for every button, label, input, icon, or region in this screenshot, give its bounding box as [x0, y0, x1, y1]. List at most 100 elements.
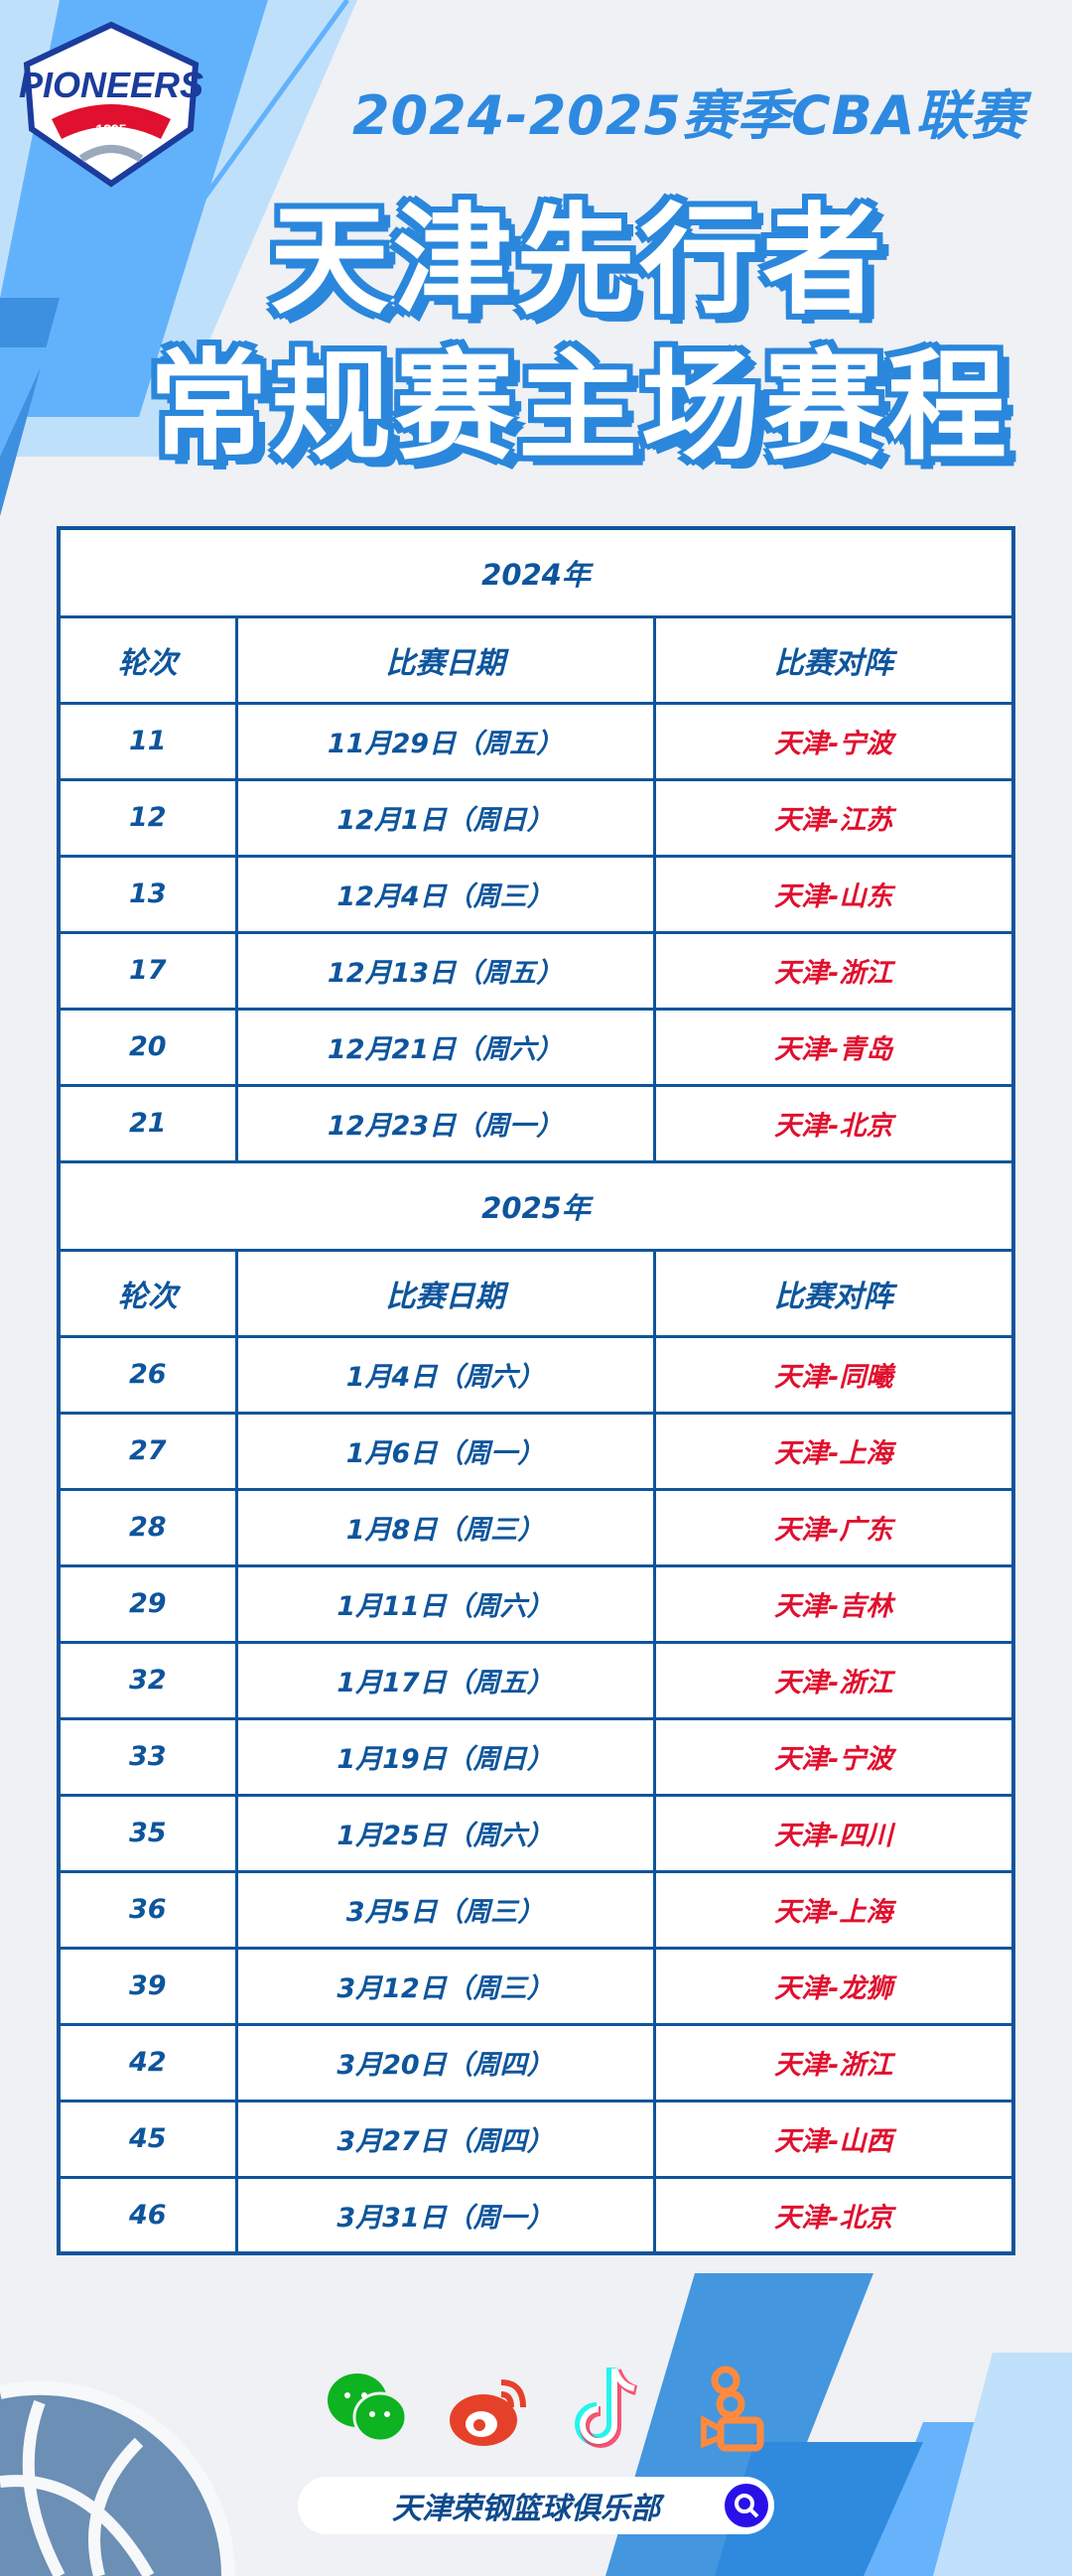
- header-row: 轮次 比赛日期 比赛对阵: [57, 1248, 1015, 1338]
- column-header-date: 比赛日期: [234, 614, 656, 705]
- round-cell: 33: [57, 1716, 238, 1797]
- matchup-cell: 天津-吉林: [652, 1563, 1015, 1644]
- date-cell: 11月29日（周五）: [234, 701, 656, 781]
- round-cell: 17: [57, 930, 238, 1011]
- weibo-icon[interactable]: [444, 2363, 533, 2452]
- date-cell: 1月17日（周五）: [234, 1640, 656, 1720]
- column-header-matchup: 比赛对阵: [652, 614, 1015, 705]
- matchup-cell: 天津-龙狮: [652, 1946, 1015, 2026]
- round-cell: 36: [57, 1869, 238, 1950]
- table-row: 42 3月20日（周四） 天津-浙江: [57, 2022, 1015, 2102]
- table-row: 45 3月27日（周四） 天津-山西: [57, 2099, 1015, 2179]
- date-cell: 1月8日（周三）: [234, 1487, 656, 1567]
- round-cell: 35: [57, 1793, 238, 1873]
- round-cell: 28: [57, 1487, 238, 1567]
- table-row: 26 1月4日（周六） 天津-同曦: [57, 1334, 1015, 1415]
- matchup-cell: 天津-四川: [652, 1793, 1015, 1873]
- date-cell: 12月23日（周一）: [234, 1083, 656, 1163]
- table-row: 36 3月5日（周三） 天津-上海: [57, 1869, 1015, 1950]
- matchup-cell: 天津-江苏: [652, 777, 1015, 858]
- column-header-round: 轮次: [57, 1248, 238, 1338]
- kuaishou-icon[interactable]: [686, 2363, 775, 2452]
- round-cell: 12: [57, 777, 238, 858]
- matchup-cell: 天津-浙江: [652, 1640, 1015, 1720]
- date-cell: 1月11日（周六）: [234, 1563, 656, 1644]
- round-cell: 32: [57, 1640, 238, 1720]
- round-cell: 39: [57, 1946, 238, 2026]
- year-label: 2024年: [57, 526, 1015, 618]
- year-row: 2025年: [57, 1159, 1015, 1252]
- matchup-cell: 天津-浙江: [652, 2022, 1015, 2102]
- matchup-cell: 天津-山东: [652, 854, 1015, 934]
- date-cell: 1月19日（周日）: [234, 1716, 656, 1797]
- matchup-cell: 天津-上海: [652, 1411, 1015, 1491]
- season-subtitle: 2024-2025赛季CBA联赛: [352, 84, 1025, 147]
- table-row: 46 3月31日（周一） 天津-北京: [57, 2175, 1015, 2255]
- table-row: 32 1月17日（周五） 天津-浙江: [57, 1640, 1015, 1720]
- round-cell: 13: [57, 854, 238, 934]
- date-cell: 1月6日（周一）: [234, 1411, 656, 1491]
- page-title-line2: 常规赛主场赛程: [149, 339, 1010, 476]
- round-cell: 45: [57, 2099, 238, 2179]
- round-cell: 29: [57, 1563, 238, 1644]
- table-row: 29 1月11日（周六） 天津-吉林: [57, 1563, 1015, 1644]
- round-cell: 46: [57, 2175, 238, 2255]
- svg-text:1895: 1895: [95, 121, 126, 137]
- table-row: 20 12月21日（周六） 天津-青岛: [57, 1007, 1015, 1087]
- search-icon[interactable]: [725, 2484, 768, 2527]
- matchup-cell: 天津-上海: [652, 1869, 1015, 1950]
- club-name-bar: 天津荣钢篮球俱乐部: [298, 2477, 774, 2534]
- date-cell: 3月20日（周四）: [234, 2022, 656, 2102]
- table-row: 11 11月29日（周五） 天津-宁波: [57, 701, 1015, 781]
- column-header-date: 比赛日期: [234, 1248, 656, 1338]
- column-header-round: 轮次: [57, 614, 238, 705]
- date-cell: 1月25日（周六）: [234, 1793, 656, 1873]
- date-cell: 12月13日（周五）: [234, 930, 656, 1011]
- date-cell: 12月1日（周日）: [234, 777, 656, 858]
- date-cell: 3月12日（周三）: [234, 1946, 656, 2026]
- table-row: 33 1月19日（周日） 天津-宁波: [57, 1716, 1015, 1797]
- date-cell: 3月5日（周三）: [234, 1869, 656, 1950]
- club-name: 天津荣钢篮球俱乐部: [392, 2492, 660, 2526]
- pioneers-logo: PIONEERS 1895: [19, 21, 203, 188]
- round-cell: 20: [57, 1007, 238, 1087]
- date-cell: 12月4日（周三）: [234, 854, 656, 934]
- header-row: 轮次 比赛日期 比赛对阵: [57, 614, 1015, 705]
- matchup-cell: 天津-北京: [652, 2175, 1015, 2255]
- year-row: 2024年: [57, 526, 1015, 618]
- matchup-cell: 天津-宁波: [652, 1716, 1015, 1797]
- page-title-line1: 天津先行者: [270, 193, 885, 331]
- table-row: 39 3月12日（周三） 天津-龙狮: [57, 1946, 1015, 2026]
- table-row: 13 12月4日（周三） 天津-山东: [57, 854, 1015, 934]
- date-cell: 12月21日（周六）: [234, 1007, 656, 1087]
- table-row: 12 12月1日（周日） 天津-江苏: [57, 777, 1015, 858]
- date-cell: 1月4日（周六）: [234, 1334, 656, 1415]
- matchup-cell: 天津-青岛: [652, 1007, 1015, 1087]
- round-cell: 11: [57, 701, 238, 781]
- table-row: 28 1月8日（周三） 天津-广东: [57, 1487, 1015, 1567]
- matchup-cell: 天津-同曦: [652, 1334, 1015, 1415]
- svg-text:PIONEERS: PIONEERS: [19, 65, 203, 105]
- date-cell: 3月27日（周四）: [234, 2099, 656, 2179]
- year-label: 2025年: [57, 1159, 1015, 1252]
- wechat-icon[interactable]: [323, 2363, 412, 2452]
- social-icons: [323, 2363, 775, 2452]
- matchup-cell: 天津-北京: [652, 1083, 1015, 1163]
- schedule-table: 2024年 轮次 比赛日期 比赛对阵 11 11月29日（周五） 天津-宁波 12 12月1日（…: [57, 526, 1015, 2255]
- matchup-cell: 天津-广东: [652, 1487, 1015, 1567]
- round-cell: 26: [57, 1334, 238, 1415]
- matchup-cell: 天津-浙江: [652, 930, 1015, 1011]
- matchup-cell: 天津-山西: [652, 2099, 1015, 2179]
- round-cell: 21: [57, 1083, 238, 1163]
- column-header-matchup: 比赛对阵: [652, 1248, 1015, 1338]
- table-row: 21 12月23日（周一） 天津-北京: [57, 1083, 1015, 1163]
- matchup-cell: 天津-宁波: [652, 701, 1015, 781]
- table-row: 17 12月13日（周五） 天津-浙江: [57, 930, 1015, 1011]
- round-cell: 27: [57, 1411, 238, 1491]
- date-cell: 3月31日（周一）: [234, 2175, 656, 2255]
- round-cell: 42: [57, 2022, 238, 2102]
- douyin-icon[interactable]: [565, 2363, 654, 2452]
- table-row: 35 1月25日（周六） 天津-四川: [57, 1793, 1015, 1873]
- table-row: 27 1月6日（周一） 天津-上海: [57, 1411, 1015, 1491]
